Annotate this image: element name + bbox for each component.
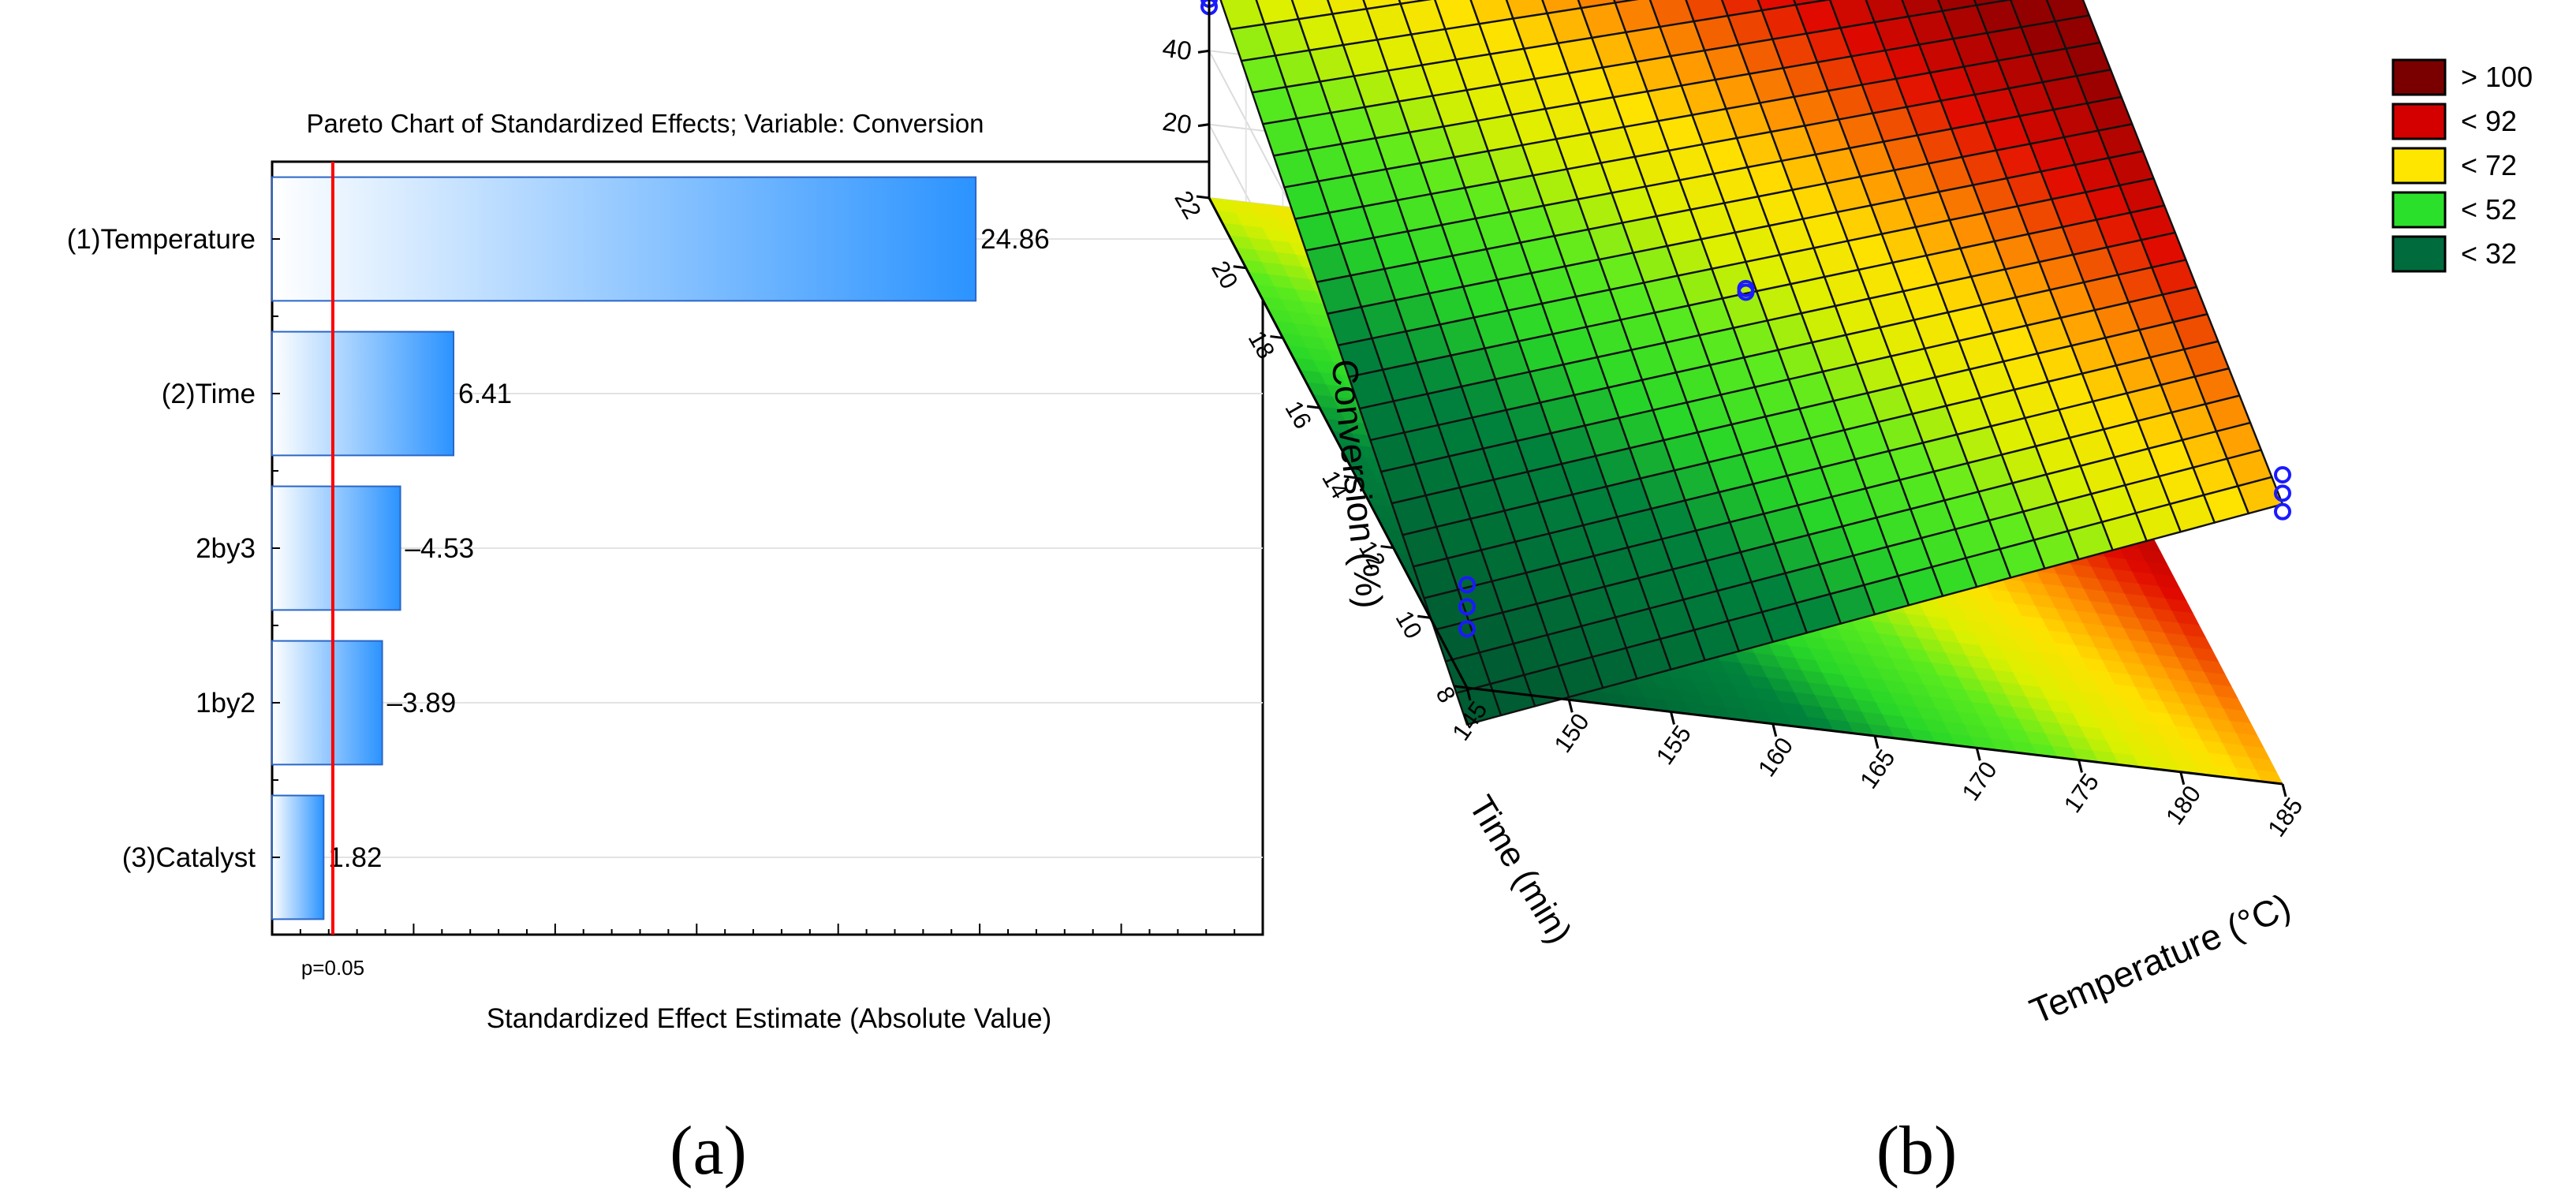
- temperature-tick-label: 160: [1753, 733, 1798, 782]
- observed-point: [2274, 466, 2291, 483]
- panel-label-a: (a): [670, 1113, 747, 1189]
- pareto-bar: [271, 640, 383, 766]
- pareto-bar: [271, 176, 977, 302]
- pareto-data-labels: 24.86 6.41 –4.53 –3.89 1.82: [328, 224, 1049, 873]
- pareto-data-label: 1.82: [328, 842, 382, 873]
- pareto-title: Pareto Chart of Standardized Effects; Va…: [306, 109, 984, 138]
- pareto-category-label: 2by3: [196, 533, 256, 564]
- temperature-tick-mark: [1670, 711, 1675, 725]
- observed-point: [1458, 620, 1476, 638]
- legend-label: < 52: [2461, 193, 2517, 226]
- pareto-bar: [271, 794, 325, 920]
- legend-swatch: [2391, 235, 2447, 273]
- temperature-tick-mark: [1975, 747, 1981, 761]
- temperature-tick-label: 170: [1956, 756, 2002, 805]
- observed-point: [1458, 598, 1476, 616]
- pareto-data-label: 24.86: [980, 224, 1050, 255]
- observed-point: [1737, 279, 1755, 297]
- time-tick-mark: [1380, 545, 1394, 550]
- time-tick-label: 16: [1279, 396, 1317, 433]
- temperature-tick-label: 175: [2059, 768, 2104, 817]
- pareto-category-label: (3)Catalyst: [122, 842, 256, 873]
- panel-label-b: (b): [1876, 1113, 1958, 1189]
- legend-swatch: [2391, 58, 2447, 96]
- temperature-tick-mark: [1771, 723, 1778, 737]
- pareto-category-label: 1by2: [196, 688, 256, 719]
- time-tick-mark: [1454, 685, 1468, 689]
- observed-point: [2274, 484, 2291, 502]
- pareto-data-label: –3.89: [387, 688, 457, 719]
- surface-cell: [2237, 476, 2284, 515]
- z-tick-label: 20: [1161, 106, 1194, 140]
- temperature-tick-label: 150: [1548, 708, 1594, 757]
- temperature-tick-mark: [1465, 687, 1472, 701]
- time-tick-mark: [1417, 614, 1431, 619]
- temperature-tick-label: 185: [2262, 793, 2308, 842]
- temperature-tick-label: 155: [1651, 720, 1697, 769]
- z-tick-label: 40: [1161, 33, 1194, 66]
- pareto-x-ticks: [271, 161, 1264, 935]
- pareto-data-label: 6.41: [458, 379, 512, 409]
- temperature-tick-mark: [1873, 735, 1880, 749]
- pareto-x-axis-title: Standardized Effect Estimate (Absolute V…: [487, 1003, 1052, 1034]
- legend-label: > 100: [2461, 61, 2533, 93]
- time-tick-mark: [1233, 265, 1246, 270]
- time-axis-line: [1208, 197, 1469, 689]
- legend-label: < 32: [2461, 237, 2517, 270]
- legend-swatch: [2391, 147, 2447, 185]
- temperature-axis-title: Temperature (°C): [2024, 885, 2297, 1032]
- time-tick-mark: [1306, 405, 1320, 409]
- surface-legend: > 100 < 92 < 72 < 52 < 32: [2391, 58, 2533, 273]
- time-axis-title: Time (min): [1462, 790, 1579, 950]
- time-tick-label: 10: [1391, 606, 1428, 643]
- surface-mesh: [1219, 0, 2284, 726]
- legend-label: < 92: [2461, 105, 2517, 137]
- legend-swatch: [2391, 103, 2447, 140]
- temperature-tick-mark: [2078, 760, 2083, 773]
- pareto-data-label: –4.53: [405, 533, 475, 564]
- temperature-tick-mark: [2179, 771, 2186, 786]
- temperature-tick-mark: [2281, 783, 2287, 797]
- pareto-category-labels: (1)Temperature (2)Time 2by3 1by2 (3)Catalyst: [67, 224, 256, 873]
- pareto-bar: [271, 330, 455, 457]
- pareto-category-label: (1)Temperature: [67, 224, 256, 255]
- time-tick-label: 8: [1431, 682, 1462, 707]
- z-axis-ticks: 20406080100120: [1161, 0, 1211, 198]
- legend-label: < 72: [2461, 149, 2517, 181]
- time-tick-mark: [1196, 195, 1210, 200]
- observed-point: [2274, 502, 2291, 521]
- time-tick-mark: [1343, 475, 1357, 480]
- temperature-tick-label: 180: [2160, 781, 2206, 830]
- legend-swatch: [2391, 191, 2447, 229]
- temperature-tick-label: 165: [1854, 745, 1900, 793]
- temperature-tick-mark: [1567, 699, 1574, 713]
- pareto-chart: Pareto Chart of Standardized Effects; Va…: [67, 109, 1264, 1034]
- time-tick-mark: [1270, 334, 1283, 339]
- z-tick-mark: [1197, 123, 1210, 128]
- pareto-category-label: (2)Time: [162, 379, 256, 409]
- p-value-label: p=0.05: [301, 956, 364, 980]
- z-tick-mark: [1197, 49, 1210, 54]
- pareto-bar: [271, 485, 401, 611]
- observed-point: [1458, 576, 1476, 594]
